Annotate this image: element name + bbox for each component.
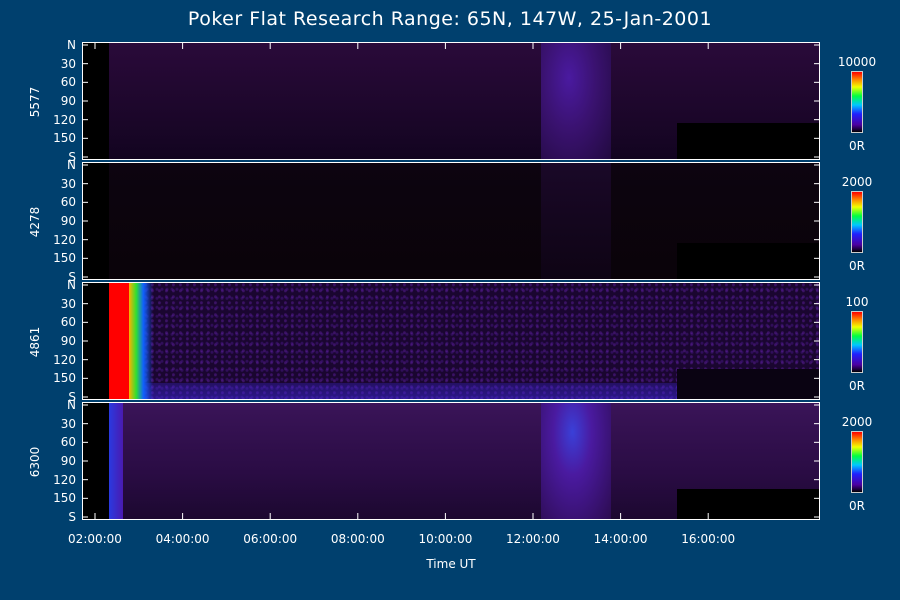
no-data-region	[677, 123, 819, 159]
x-tick-label: 10:00:00	[418, 532, 473, 546]
keogram-panel-4278	[82, 162, 820, 280]
y-tick-label: 150	[53, 491, 76, 506]
y-tick-label: 120	[53, 472, 76, 487]
y-tick-label: S	[68, 390, 76, 404]
y-tick-label: 150	[53, 371, 76, 386]
x-axis-label: Time UT	[426, 557, 476, 571]
y-tick-label: 60	[60, 435, 76, 450]
y-tick-label: 30	[60, 56, 76, 71]
y-tick-label: 120	[53, 232, 76, 247]
colorbar-max-label: 100	[845, 295, 869, 309]
auroral-brightening	[541, 43, 611, 159]
colorbar-min-label: 0R	[849, 379, 865, 393]
saturated-fringe	[129, 283, 153, 399]
colorbar-min-label: 0R	[849, 499, 865, 513]
y-tick-label: 90	[60, 94, 76, 108]
y-tick-label: 60	[60, 315, 76, 330]
x-tick-label: 14:00:00	[593, 532, 648, 546]
x-tick-label: 08:00:00	[330, 532, 385, 546]
y-tick-label: 60	[60, 195, 76, 210]
x-tick-label: 12:00:00	[506, 532, 560, 546]
colorbar	[851, 311, 863, 373]
keogram-panel-5577	[82, 42, 820, 160]
y-tick-label: S	[68, 510, 76, 524]
no-data-region	[677, 369, 819, 399]
y-tick-label: 90	[60, 334, 76, 348]
y-tick-label: 90	[60, 214, 76, 228]
y-tick-label: 60	[60, 75, 76, 90]
colorbar-max-label: 2000	[841, 175, 873, 189]
y-tick-label: 30	[60, 176, 76, 191]
colorbar-min-label: 0R	[849, 139, 865, 153]
x-tick-label: 06:00:00	[243, 532, 298, 546]
y-tick-label: N	[67, 398, 76, 412]
y-tick-label: 150	[53, 131, 76, 146]
colorbar	[851, 71, 863, 133]
chart-title: Poker Flat Research Range: 65N, 147W, 25…	[187, 8, 713, 30]
y-tick-label: N	[67, 158, 76, 172]
colorbar-min-label: 0R	[849, 259, 865, 273]
y-tick-label: 90	[60, 454, 76, 468]
y-tick-label: S	[68, 150, 76, 164]
y-tick-label: N	[67, 278, 76, 292]
colorbar	[851, 431, 863, 493]
keogram-panel-6300	[82, 402, 820, 520]
colorbar	[851, 191, 863, 253]
x-tick-label: 02:00:00	[68, 532, 122, 546]
noise-bottom-band	[109, 383, 819, 399]
y-tick-label: 120	[53, 352, 76, 367]
noise-field	[109, 283, 819, 399]
auroral-brightening	[541, 403, 611, 519]
no-data-region	[677, 489, 819, 519]
y-tick-label: 150	[53, 251, 76, 266]
auroral-brightening	[541, 163, 611, 279]
keogram-panel-4861	[82, 282, 820, 400]
x-tick-label: 04:00:00	[155, 532, 210, 546]
colorbar-max-label: 2000	[841, 415, 873, 429]
y-tick-label: 30	[60, 416, 76, 431]
saturated-region	[109, 283, 129, 399]
no-data-region	[677, 243, 819, 279]
y-tick-label: N	[67, 38, 76, 52]
y-tick-label: 120	[53, 112, 76, 127]
x-tick-label: 16:00:00	[681, 532, 736, 546]
colorbar-max-label: 10000	[837, 55, 877, 69]
y-tick-label: 30	[60, 296, 76, 311]
start-bright-edge	[109, 403, 123, 519]
y-tick-label: S	[68, 270, 76, 284]
